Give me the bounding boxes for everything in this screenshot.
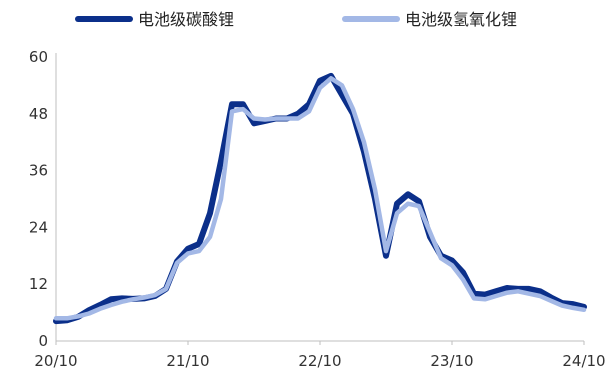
y-tick-label: 0: [38, 332, 48, 350]
legend-label-1: 电池级碳酸锂: [138, 10, 234, 29]
x-tick-label: 20/10: [34, 352, 77, 370]
y-tick-label: 48: [29, 105, 48, 123]
legend-label-2: 电池级氢氧化锂: [405, 10, 517, 29]
y-tick-label: 24: [29, 218, 48, 236]
series-line-2: [53, 76, 587, 321]
x-tick-label: 23/10: [430, 352, 473, 370]
x-tick-label: 22/10: [298, 352, 341, 370]
y-tick-label: 12: [29, 275, 48, 293]
y-tick-label: 60: [29, 48, 48, 66]
x-axis-ticks: 20/10 21/10 22/10 23/10 24/10: [34, 341, 606, 370]
chart-legend: 电池级碳酸锂 电池级氢氧化锂: [75, 10, 517, 29]
y-axis-ticks: 0 12 24 36 48 60: [29, 48, 48, 350]
chart-series: [53, 72, 587, 325]
x-tick-label: 24/10: [562, 352, 605, 370]
series-line-1: [53, 72, 587, 325]
y-tick-label: 36: [29, 162, 48, 180]
x-tick-label: 21/10: [166, 352, 209, 370]
